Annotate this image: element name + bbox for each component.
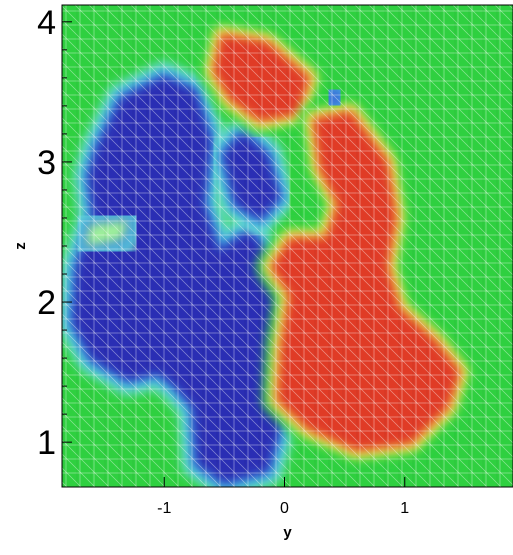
x-tick-label: 0	[280, 500, 289, 517]
x-axis-title: y	[283, 524, 292, 541]
y-tick-label: 3	[37, 144, 56, 182]
axis-ticks: 1 2 3 4 -1 0 1	[37, 4, 409, 517]
y-tick-label: 1	[37, 424, 56, 462]
y-tick-label: 2	[37, 284, 56, 322]
x-tick-label: -1	[157, 500, 171, 517]
x-tick-label: 1	[400, 500, 409, 517]
y-tick-label: 4	[37, 4, 56, 42]
mesh-hatching	[62, 5, 513, 487]
y-axis-title: z	[12, 242, 29, 250]
